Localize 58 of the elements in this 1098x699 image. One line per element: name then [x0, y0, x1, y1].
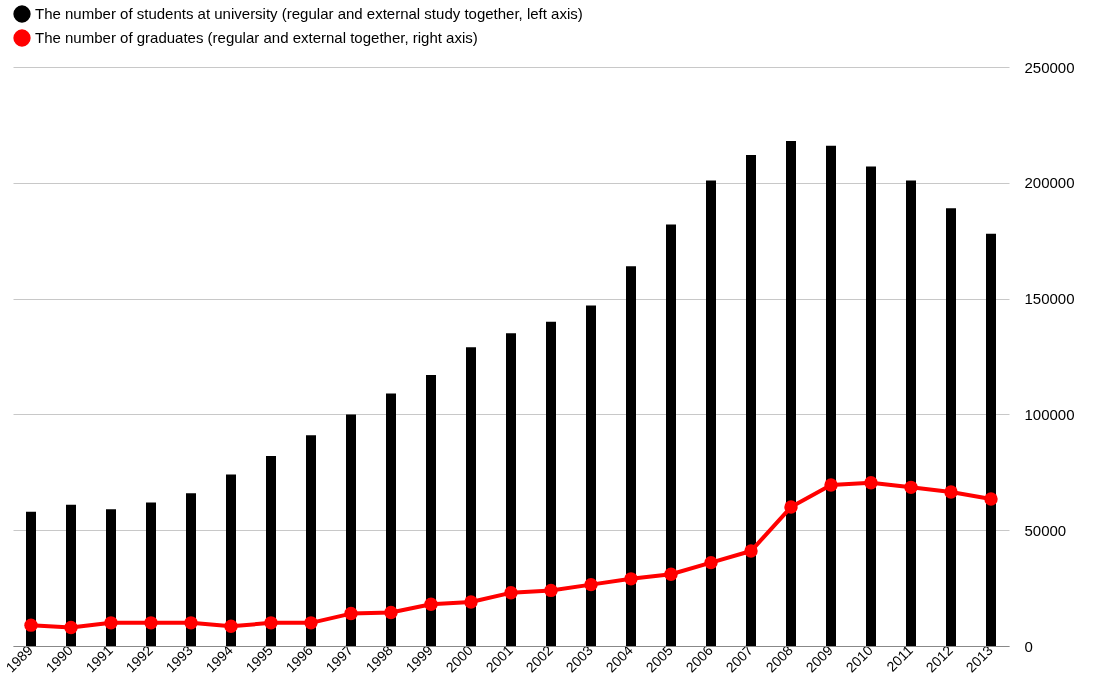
bar	[186, 493, 196, 646]
point	[104, 616, 118, 630]
point	[984, 492, 998, 506]
point	[424, 597, 438, 612]
bar	[546, 321, 556, 646]
bar	[26, 511, 36, 646]
bar	[66, 504, 76, 646]
bar	[826, 145, 836, 646]
point	[264, 616, 278, 630]
bar	[146, 502, 156, 646]
bar	[666, 224, 676, 646]
point	[904, 480, 918, 495]
point	[544, 583, 558, 598]
point	[504, 586, 518, 600]
bar	[706, 180, 716, 646]
y-tick-label: 0	[1024, 637, 1033, 655]
point	[624, 572, 638, 586]
bar	[586, 305, 596, 646]
point	[64, 620, 78, 635]
y-tick-label: 200000	[1024, 174, 1075, 192]
bar	[426, 375, 436, 646]
y-tick-label: 50000	[1024, 521, 1067, 539]
bar	[306, 435, 316, 646]
legend-label: The number of graduates (regular and external together, right axis)	[35, 29, 478, 46]
y-tick-label: 100000	[1024, 405, 1075, 423]
bar	[106, 509, 116, 646]
point	[384, 605, 398, 620]
bar	[266, 456, 276, 646]
point	[184, 616, 198, 630]
point	[864, 476, 878, 490]
point	[224, 619, 238, 634]
point	[144, 616, 158, 630]
bar	[386, 393, 396, 646]
legend-label: The number of students at university (regular and external study together, left axis)	[35, 5, 583, 22]
point	[704, 555, 718, 570]
bar	[626, 266, 636, 646]
bar	[226, 474, 236, 646]
point	[584, 577, 598, 592]
y-tick-label: 150000	[1024, 290, 1075, 308]
point	[824, 478, 838, 492]
point	[784, 500, 798, 514]
point	[304, 616, 318, 630]
bar	[346, 414, 356, 646]
bar	[946, 208, 956, 646]
point	[664, 567, 678, 581]
bar	[986, 233, 996, 646]
bar	[466, 347, 476, 646]
point	[464, 595, 478, 609]
point	[24, 618, 38, 632]
bar	[866, 166, 876, 646]
point	[344, 606, 358, 621]
bar	[746, 155, 756, 646]
bar	[786, 141, 796, 646]
bar	[506, 333, 516, 646]
y-tick-label: 250000	[1024, 58, 1075, 76]
point	[944, 485, 958, 499]
bar	[906, 180, 916, 646]
point	[744, 544, 758, 558]
